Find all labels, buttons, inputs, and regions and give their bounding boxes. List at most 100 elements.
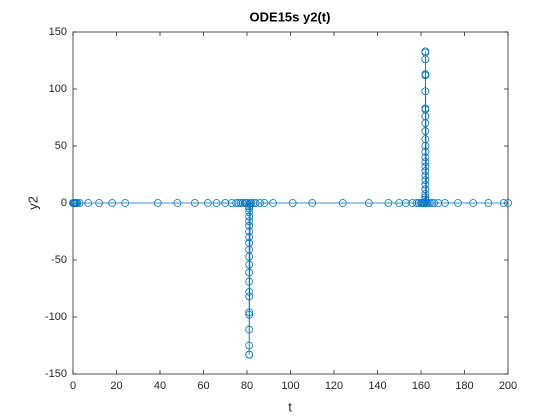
marker [245,260,254,269]
marker [245,350,254,359]
x-tick-label: 120 [325,380,343,392]
marker [425,199,434,207]
marker [251,199,260,207]
y-tick-label: 100 [49,83,67,95]
marker [469,199,478,207]
y-tick-label: 50 [55,140,67,152]
y-tick-label: 150 [49,26,67,38]
marker [236,199,245,207]
marker [245,308,254,317]
marker [227,199,236,207]
marker [245,325,254,334]
marker [221,199,230,207]
marker [421,189,430,198]
x-tick-label: 140 [368,380,386,392]
marker [364,199,373,207]
marker [234,199,243,207]
marker [269,199,278,207]
marker [108,199,117,207]
marker [245,292,254,301]
marker [421,171,430,180]
marker [420,199,429,207]
marker [441,199,449,207]
marker [434,199,443,207]
marker [423,199,432,207]
marker [190,199,199,207]
y-tick-label: -150 [45,368,67,380]
marker [95,199,103,207]
marker [484,199,493,207]
x-axis-label: t [288,399,292,414]
marker [421,193,430,202]
marker [427,199,436,207]
marker [245,288,254,296]
y-tick-label: 0 [61,197,67,209]
marker [421,158,430,166]
marker [421,135,430,144]
x-tick-label: 20 [110,380,122,392]
marker [75,199,84,207]
x-tick-label: 0 [70,380,76,392]
marker [245,268,254,277]
y-tick-label: -100 [45,311,67,323]
marker [421,153,430,162]
marker [430,199,438,207]
marker [203,199,212,207]
x-tick-label: 40 [154,380,166,392]
marker [412,199,421,207]
y-axis-label: y2 [25,196,40,210]
marker [499,199,508,207]
marker [245,341,254,350]
marker [421,185,430,194]
marker [421,127,430,136]
marker [384,199,393,207]
marker [408,199,417,207]
marker [245,233,254,242]
x-tick-label: 160 [412,380,430,392]
marker [421,87,430,96]
x-tick-label: 100 [281,380,299,392]
marker [245,221,254,230]
marker [260,199,269,207]
marker [245,212,254,221]
marker [212,199,221,207]
marker [121,199,130,207]
marker [338,199,347,207]
marker [73,199,82,207]
line [73,51,508,355]
marker [245,227,254,236]
x-tick-label: 60 [197,380,209,392]
x-tick-label: 180 [455,380,473,392]
marker [256,199,264,207]
marker [421,147,430,156]
marker [421,70,430,79]
x-tick-label: 200 [499,380,517,392]
marker [504,199,512,207]
marker [421,162,430,171]
marker [245,277,254,286]
marker [401,199,410,207]
marker [245,310,254,319]
y-tick-label: -50 [51,254,67,266]
marker [232,199,241,207]
marker [245,204,254,213]
marker [395,199,404,207]
marker [421,180,430,189]
marker [288,199,297,207]
marker [421,176,430,185]
x-tick-label: 80 [241,380,253,392]
marker [249,199,258,207]
marker [245,208,254,217]
marker [421,167,430,175]
marker [421,47,430,56]
chart-title: ODE15s y2(t) [250,9,331,24]
marker [454,199,462,207]
marker [173,199,182,207]
marker [153,199,162,207]
marker [245,217,254,226]
marker [247,199,256,207]
marker [308,199,317,207]
marker [421,104,430,113]
